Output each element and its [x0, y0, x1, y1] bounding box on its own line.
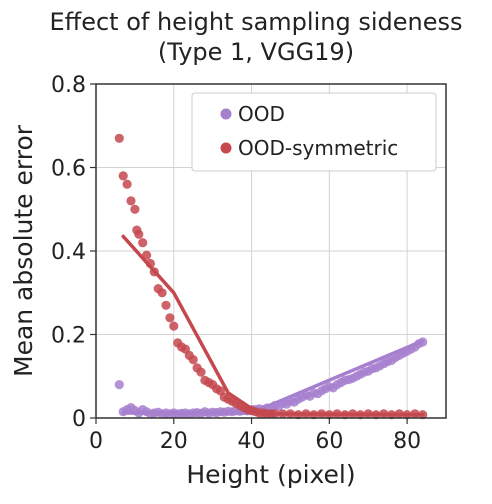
data-point-ood — [114, 380, 124, 390]
y-tick-label: 0.2 — [51, 324, 86, 349]
legend-label-ood: OOD — [238, 102, 285, 126]
y-tick-label: 0.6 — [51, 157, 86, 182]
y-tick-label: 0.4 — [51, 240, 86, 265]
data-point-ood-symmetric — [169, 321, 179, 331]
x-tick-label: 20 — [160, 429, 188, 454]
legend-box — [191, 92, 437, 172]
data-point-ood-symmetric — [138, 238, 148, 248]
y-tick-label: 0 — [72, 407, 86, 432]
legend-marker-ood-symmetric — [220, 142, 232, 154]
data-point-ood-symmetric — [134, 229, 144, 239]
x-tick-label: 40 — [238, 429, 266, 454]
data-point-ood-symmetric — [122, 179, 132, 189]
x-tick-label: 60 — [315, 429, 343, 454]
data-point-ood-symmetric — [126, 196, 136, 206]
data-point-ood-symmetric — [130, 204, 140, 214]
data-point-ood-symmetric — [157, 288, 167, 298]
legend-label-ood-symmetric: OOD-symmetric — [238, 136, 398, 160]
data-point-ood-symmetric — [188, 355, 198, 365]
legend-marker-ood — [220, 108, 232, 120]
y-tick-label: 0.8 — [51, 73, 86, 98]
data-point-ood-symmetric — [118, 171, 128, 181]
axis-ticks: 0 20 40 60 80 0 0.2 0.4 0.6 0.8 — [51, 73, 421, 454]
y-axis-title: Mean absolute error — [9, 124, 38, 377]
trend-line-ood-symmetric — [121, 234, 425, 417]
legend: OOD OOD-symmetric — [191, 92, 437, 172]
x-axis-title: Height (pixel) — [186, 460, 355, 489]
data-point-ood-symmetric — [196, 367, 206, 377]
series-ood-symmetric — [114, 133, 428, 420]
data-point-ood-symmetric — [165, 313, 175, 323]
chart-title-line2: (Type 1, VGG19) — [158, 38, 354, 66]
data-series — [114, 133, 428, 420]
x-tick-label: 80 — [393, 429, 421, 454]
data-point-ood-symmetric — [161, 300, 171, 310]
x-tick-label: 0 — [89, 429, 103, 454]
chart-title-line1: Effect of height sampling sideness — [50, 8, 463, 36]
data-point-ood-symmetric — [114, 133, 124, 143]
